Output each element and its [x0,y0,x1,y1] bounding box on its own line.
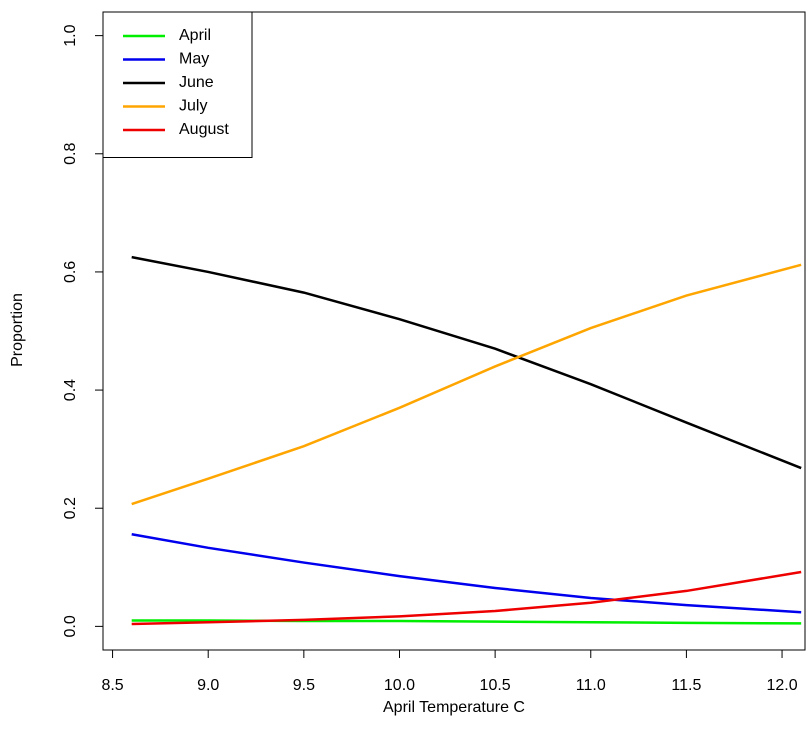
series-line [131,263,802,506]
legend-label: April [179,27,211,44]
plot-frame [102,11,806,651]
y-tick-label: 0.0 [62,615,79,637]
legend-box [102,11,253,158]
y-tick-label: 1.0 [62,24,79,46]
series-line [131,570,802,626]
y-tick-label: 0.6 [62,261,79,283]
legend-label: May [179,51,209,68]
x-axis-title: April Temperature C [383,699,525,716]
legend-label: July [179,98,207,115]
x-tick-label: 10.0 [384,677,415,694]
x-tick-label: 11.5 [671,677,701,694]
x-tick-label: 9.5 [293,677,315,694]
series-line [131,532,802,614]
legend-label: August [179,121,229,138]
series-line [131,619,802,625]
y-axis-title: Proportion [9,293,26,367]
x-tick-label: 9.0 [197,677,219,694]
legend-label: June [179,74,214,91]
x-tick-label: 10.5 [480,677,511,694]
x-tick-label: 8.5 [101,677,123,694]
x-tick-label: 11.0 [576,677,606,694]
y-tick-label: 0.2 [62,497,79,519]
x-tick-label: 12.0 [766,677,797,694]
y-tick-label: 0.8 [62,143,79,165]
y-tick-label: 0.4 [62,379,79,401]
series-line [131,255,802,470]
